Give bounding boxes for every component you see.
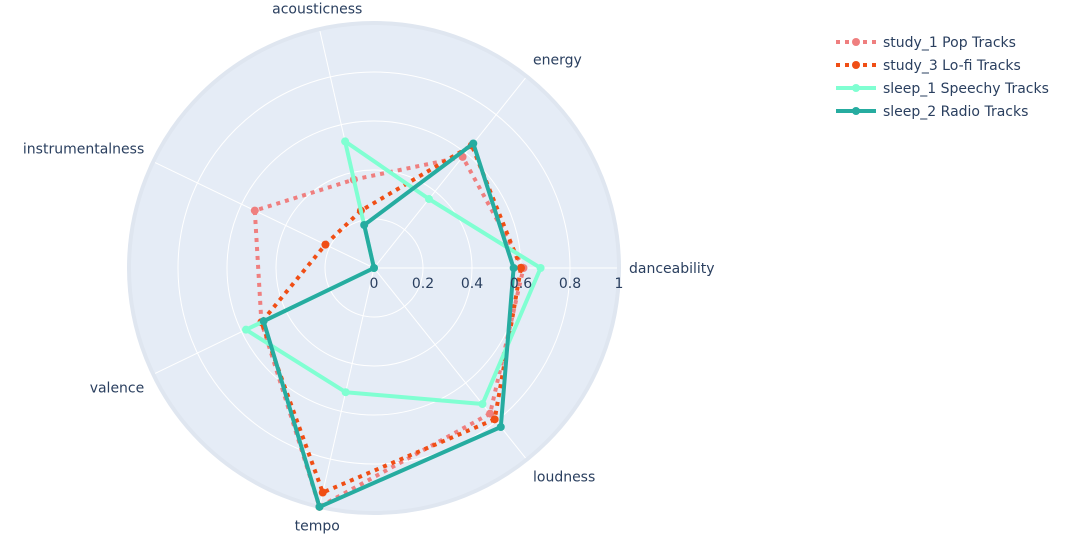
series-layer [241, 137, 545, 511]
radial-tick-label: 0.8 [559, 276, 581, 292]
legend-marker [852, 107, 860, 115]
axis-label-loudness: loudness [533, 469, 595, 485]
radial-tick-label: 1 [615, 276, 624, 292]
data-point [259, 317, 268, 326]
data-point [318, 488, 327, 497]
legend-label: sleep_2 Radio Tracks [883, 104, 1028, 120]
polar-outline [127, 21, 621, 515]
data-point [424, 195, 433, 204]
spoke-tempo [318, 267, 375, 507]
data-point [536, 264, 545, 272]
series-line [261, 141, 516, 509]
data-point [241, 325, 250, 334]
axis-label-instrumentalness: instrumentalness [23, 141, 144, 157]
data-point [486, 409, 495, 418]
legend-label: sleep_1 Speechy Tracks [883, 81, 1049, 97]
data-point [496, 422, 505, 431]
series-4 [259, 139, 518, 511]
radial-tick-labels: 0 0.2 0.4 0.6 0.8 1 [370, 276, 624, 292]
legend-item[interactable]: sleep_1 Speechy Tracks [836, 81, 1049, 97]
radial-tick-label: 0 [370, 276, 379, 292]
axis-label-danceability: danceability [629, 261, 715, 277]
axis-label-valence: valence [90, 381, 145, 397]
data-point [360, 221, 369, 230]
data-point [517, 264, 525, 272]
axis-labels: danceability energy acousticness instrument… [23, 1, 715, 534]
legend-item[interactable]: sleep_2 Radio Tracks [836, 104, 1028, 120]
axis-label-energy: energy [533, 53, 582, 69]
data-point [478, 399, 487, 408]
radial-tick-label: 0.2 [412, 276, 434, 292]
legend-item[interactable]: study_3 Lo-fi Tracks [836, 58, 1021, 74]
legend-label: study_3 Lo-fi Tracks [883, 58, 1021, 74]
data-point [509, 264, 518, 272]
data-point [370, 264, 378, 272]
data-point [341, 137, 350, 146]
axis-label-acousticness: acousticness [272, 1, 362, 17]
legend-marker [852, 38, 860, 46]
radial-tick-label: 0.4 [461, 276, 483, 292]
legend-marker [852, 84, 860, 92]
legend-item[interactable]: study_1 Pop Tracks [836, 35, 1016, 51]
data-point [490, 415, 499, 424]
data-point [321, 240, 330, 249]
legend-marker [852, 61, 860, 69]
data-point [250, 206, 259, 215]
spoke-energy [373, 76, 528, 269]
data-point [315, 502, 324, 511]
axis-label-tempo: tempo [295, 519, 340, 534]
data-point [341, 388, 350, 397]
legend-label: study_1 Pop Tracks [883, 35, 1016, 51]
legend: study_1 Pop Tracks study_3 Lo-fi Tracks sl… [836, 35, 1049, 120]
spoke-instrumentalness [153, 161, 375, 269]
data-point [469, 139, 478, 148]
radial-tick-label: 0.6 [510, 276, 532, 292]
